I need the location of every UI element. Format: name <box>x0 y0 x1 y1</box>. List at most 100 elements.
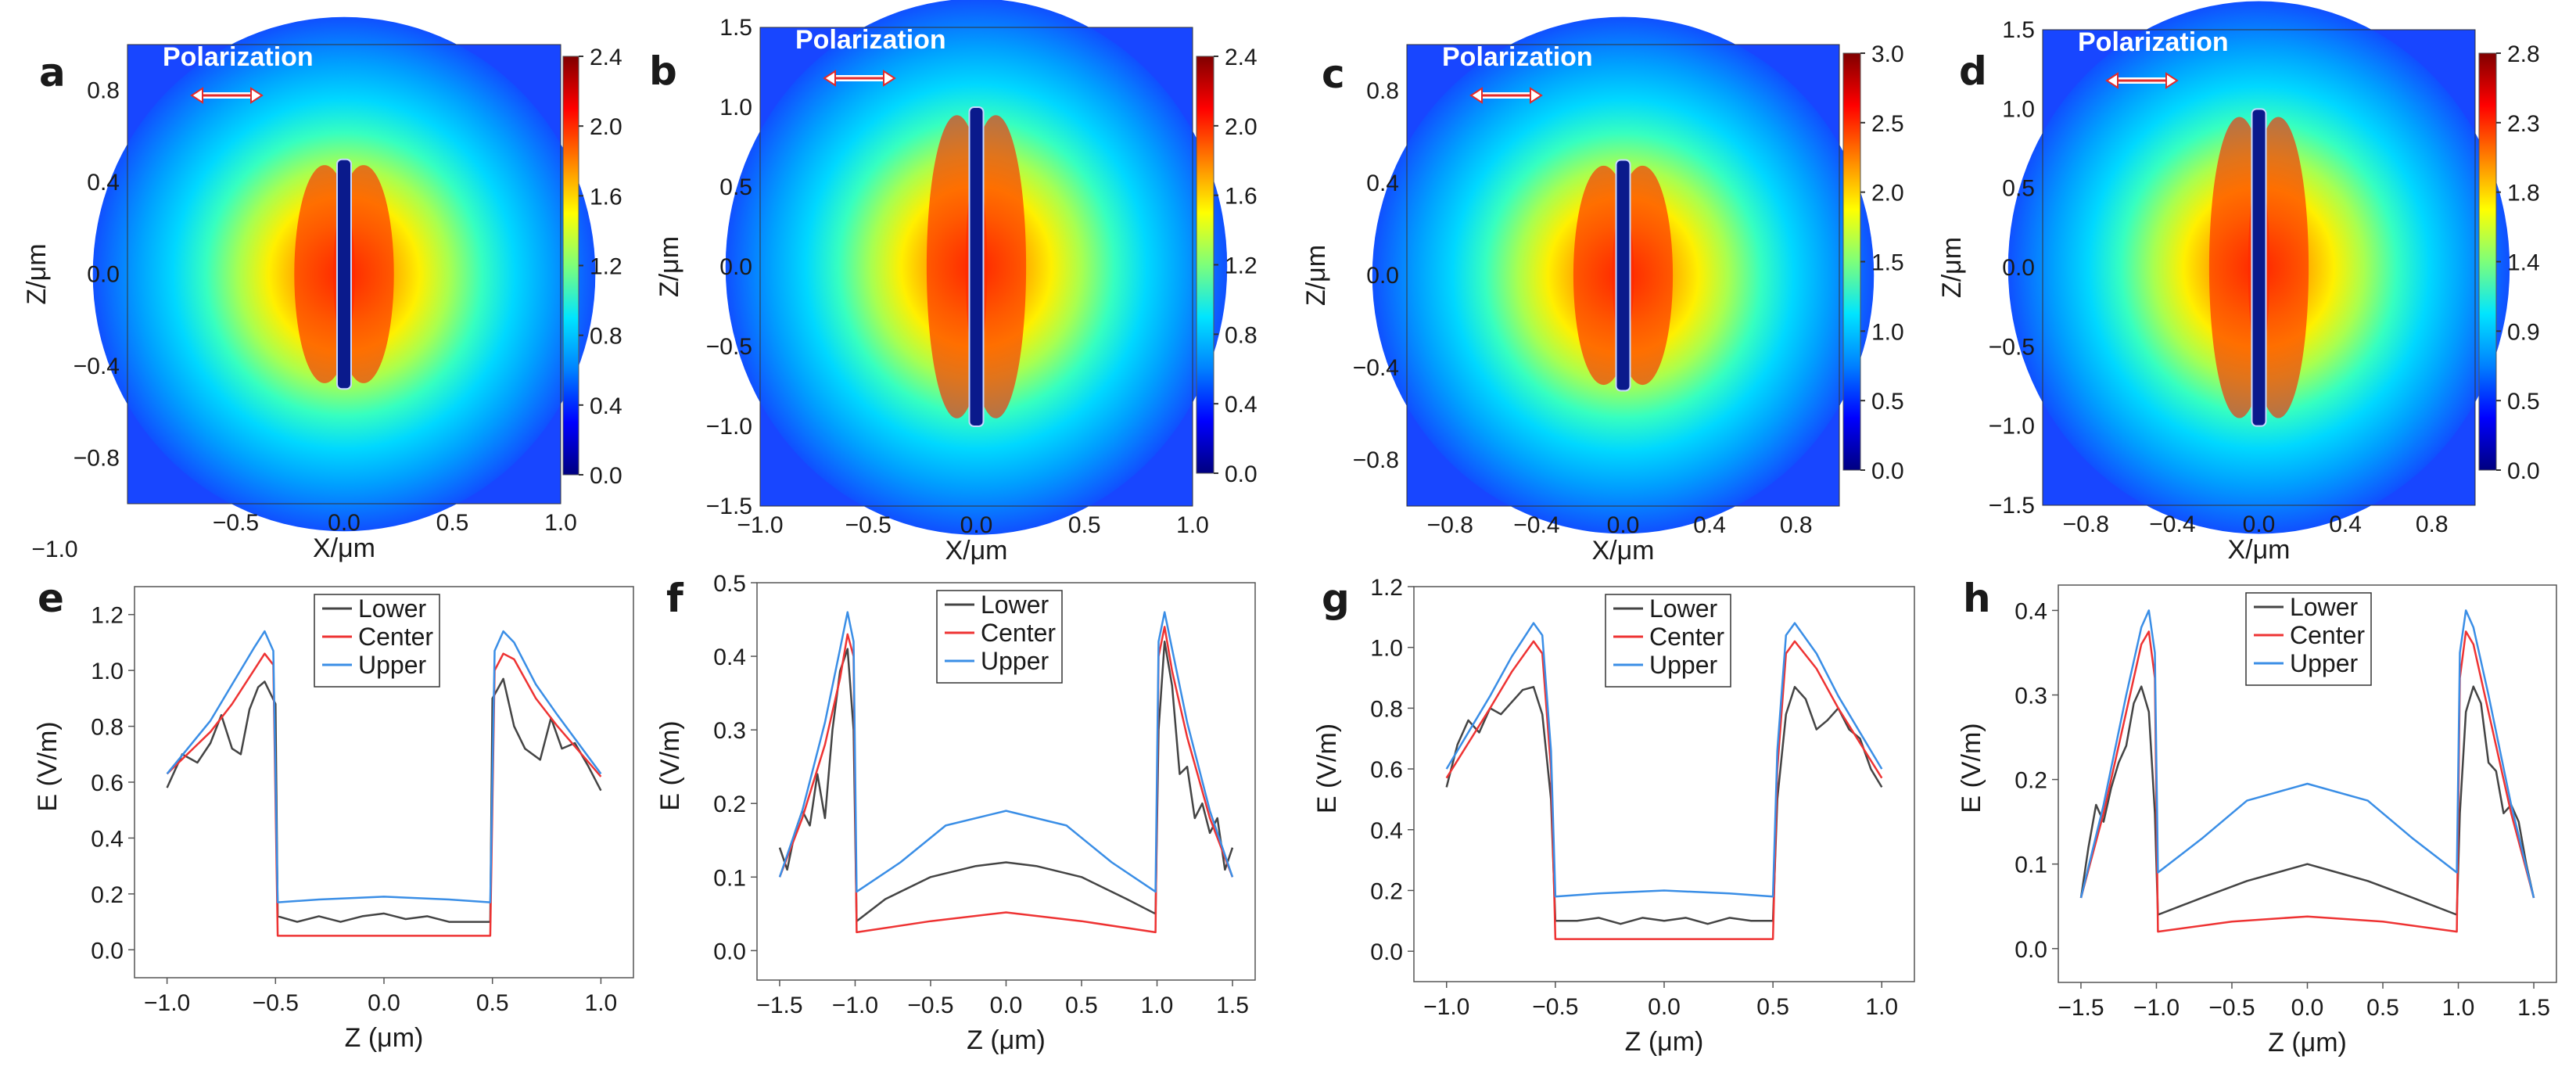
colorbar-tick-label: 1.6 <box>1225 184 1258 210</box>
x-tick-label: 1.0 <box>1865 994 1898 1020</box>
x-tick-label: 0.0 <box>1648 994 1681 1020</box>
colorbar-tick-label: 1.5 <box>1871 250 1904 276</box>
x-tick-label: 1.5 <box>1216 993 1249 1018</box>
legend-box <box>314 594 440 688</box>
x-tick-label: 1.0 <box>585 990 618 1016</box>
y-tick-label: 1.0 <box>91 659 124 684</box>
legend-label-upper: Upper <box>2290 649 2359 677</box>
x-tick-label: 0.8 <box>1780 512 1813 538</box>
legend-label-center: Center <box>2290 621 2365 649</box>
y-tick-label: 0.4 <box>1366 171 1399 196</box>
colorbar-tick-label: 2.3 <box>2507 111 2540 137</box>
colorbar-tick-label: 1.6 <box>590 184 622 210</box>
y-tick-label: 0.3 <box>2015 684 2047 709</box>
x-tick-label: 1.0 <box>1176 512 1209 538</box>
series-line-center <box>2079 630 2535 933</box>
panel-b: b Polarization −1.0 −0.5 0.0 0.5 1.0 X/μm 1.5 1.0… <box>649 0 1258 566</box>
x-tick-label: 0.0 <box>1607 512 1640 538</box>
y-tick-label: −0.8 <box>1353 447 1399 473</box>
y-tick-label: 0.8 <box>87 78 120 104</box>
panel-letter-h: h <box>1963 576 1991 621</box>
y-tick-label: 1.0 <box>1370 636 1403 662</box>
panel-f: f −1.5 −1.0 −0.5 0.0 0.5 1.0 1.5 0.0 0.1 0.2 0.3 0.4… <box>655 571 1256 1055</box>
y-tick-label: 0.0 <box>87 262 120 288</box>
x-tick-label: 0.5 <box>1065 993 1098 1018</box>
legend-label-upper: Upper <box>1649 651 1718 679</box>
panel-letter-a: a <box>39 50 66 95</box>
panel-letter-d: d <box>1959 48 1987 94</box>
polarization-arrow-head-left <box>823 70 836 87</box>
colorbar-tick-label: 1.8 <box>2507 181 2540 206</box>
polarization-label: Polarization <box>795 25 946 55</box>
y-tick-label: −0.4 <box>74 354 120 379</box>
colorbar-tick-label: 0.9 <box>2507 319 2540 345</box>
x-tick-label: 1.0 <box>1141 993 1174 1018</box>
y-tick-label: 1.0 <box>719 95 752 120</box>
polarization-arrow-head-right <box>1530 87 1543 104</box>
x-tick-label: −1.0 <box>31 537 77 562</box>
colorbar <box>2478 52 2497 471</box>
y-tick-label: −1.0 <box>706 414 752 440</box>
colorbar-tick-label: 0.0 <box>1225 461 1258 487</box>
y-tick-label: 0.2 <box>1370 878 1403 904</box>
plot-frame <box>127 44 561 505</box>
y-tick-label: 1.0 <box>2002 96 2035 122</box>
colorbar-tick-label: 2.0 <box>590 114 622 140</box>
y-tick-label: 0.2 <box>2015 768 2047 794</box>
colorbar-tick-label: 2.5 <box>1871 111 1904 137</box>
series-line-upper <box>166 630 602 903</box>
y-tick-label: −0.5 <box>1989 334 2035 360</box>
y-tick-label: 0.0 <box>2002 255 2035 281</box>
y-tick-label: 0.0 <box>719 254 752 280</box>
y-tick-label: 0.0 <box>91 938 124 964</box>
x-tick-label: 0.5 <box>436 510 469 536</box>
y-tick-label: 0.2 <box>713 792 746 817</box>
x-tick-label: −0.8 <box>2063 512 2109 537</box>
polarization-arrow-head-right <box>883 70 896 87</box>
legend-label-center: Center <box>358 623 433 651</box>
x-tick-label: −0.5 <box>213 510 259 536</box>
panel-letter-g: g <box>1322 576 1350 621</box>
x-tick-label: −0.5 <box>845 512 892 538</box>
nanorod <box>968 106 985 427</box>
y-tick-label: 0.2 <box>91 882 124 908</box>
nanorod <box>336 158 352 390</box>
y-tick-label: −0.5 <box>706 334 752 360</box>
x-tick-label: 1.5 <box>2517 995 2550 1021</box>
y-axis-label: Z/μm <box>655 236 684 297</box>
colorbar-tick-label: 2.0 <box>1225 114 1258 140</box>
x-tick-label: −1.0 <box>144 990 190 1016</box>
polarization-arrow-head-left <box>1469 87 1483 104</box>
x-tick-label: 0.5 <box>2366 995 2399 1021</box>
x-tick-label: 1.0 <box>2442 995 2475 1021</box>
plot-frame <box>759 27 1193 507</box>
y-tick-label: 0.5 <box>719 174 752 200</box>
x-tick-label: −0.5 <box>253 990 299 1016</box>
series-line-upper <box>778 611 1234 893</box>
y-tick-label: −0.8 <box>74 445 120 471</box>
y-tick-label: −1.5 <box>706 494 752 519</box>
polarization-arrow-head-left <box>2105 72 2119 89</box>
x-axis-label: X/μm <box>945 536 1007 566</box>
series-line-center <box>1445 640 1883 940</box>
y-tick-label: 0.8 <box>91 715 124 741</box>
x-axis-label: Z (μm) <box>2268 1028 2347 1057</box>
polarization-label: Polarization <box>163 42 314 72</box>
colorbar-tick-label: 0.5 <box>1871 389 1904 415</box>
x-tick-label: −1.0 <box>2133 995 2180 1021</box>
polarization-label: Polarization <box>1442 42 1593 72</box>
x-tick-label: −1.0 <box>832 993 878 1018</box>
nanorod <box>2251 108 2267 427</box>
legend-label-lower: Lower <box>981 591 1049 619</box>
panel-e: e −1.0 −0.5 0.0 0.5 1.0 0.0 0.2 0.4 0.6 0.8 1.0 1.2 Z… <box>33 576 634 1053</box>
panel-g: g −1.0 −0.5 0.0 0.5 1.0 0.0 0.2 0.4 0.6 0.8 1.0 1.2 Z… <box>1312 575 1915 1057</box>
series-line-center <box>778 626 1234 934</box>
colorbar-tick-label: 1.2 <box>590 254 622 280</box>
y-tick-label: 0.4 <box>1370 818 1403 844</box>
legend-label-center: Center <box>981 619 1056 647</box>
panel-d: d Polarization −0.8 −0.4 0.0 0.4 0.8 X/μm 1.5 1.0… <box>1937 1 2540 565</box>
legend-box <box>2245 592 2372 686</box>
x-tick-label: 0.0 <box>328 510 361 536</box>
colorbar-tick-label: 0.0 <box>2507 458 2540 484</box>
x-tick-label: 0.5 <box>1068 512 1101 538</box>
